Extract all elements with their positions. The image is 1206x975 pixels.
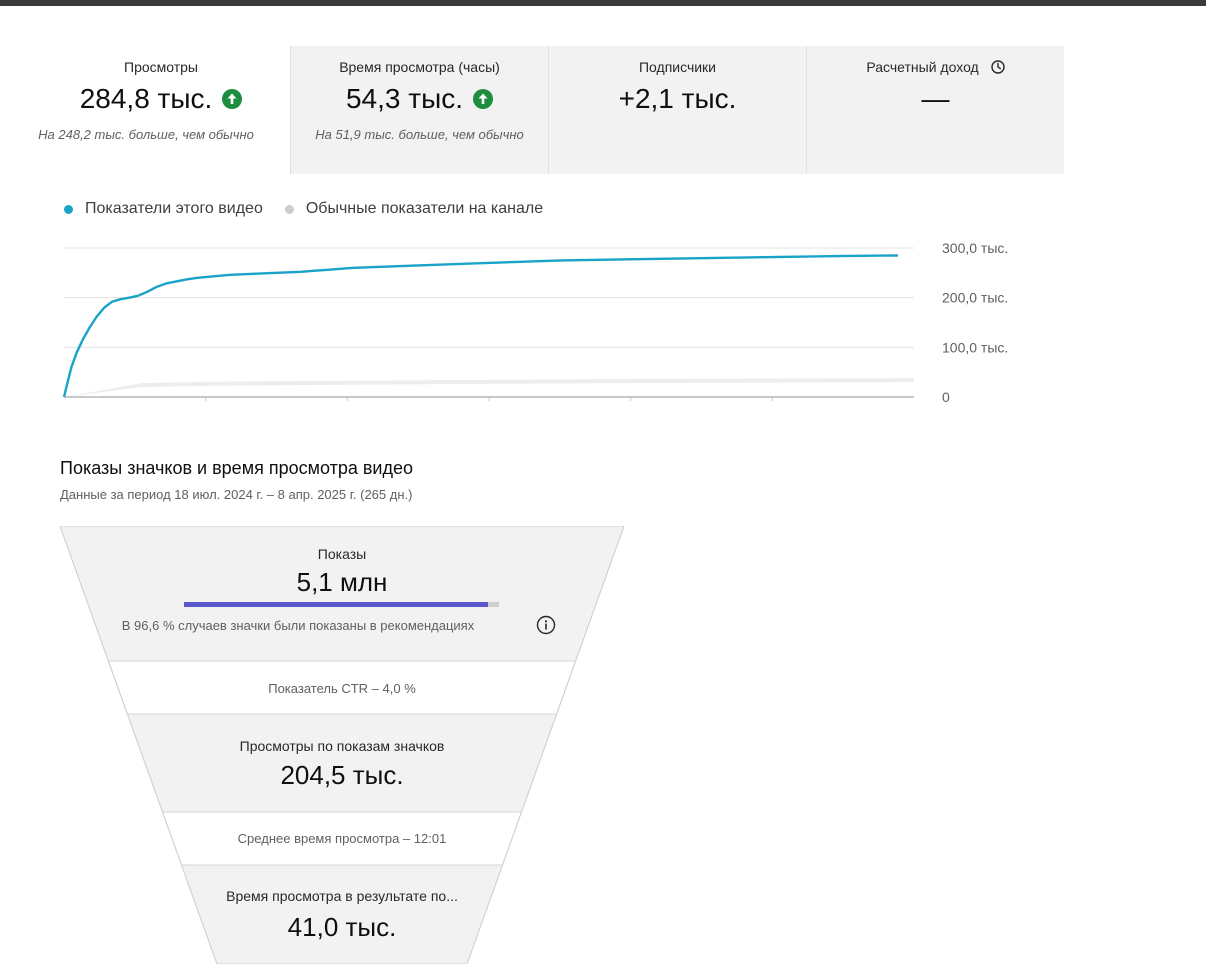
- chart-legend: Показатели этого видео Обычные показател…: [64, 200, 543, 218]
- up-arrow-icon: [473, 89, 493, 109]
- metric-note: На 248,2 тыс. больше, чем обычно: [38, 127, 254, 142]
- avg-view-duration: Среднее время просмотра – 12:01: [237, 831, 447, 846]
- metric-card-views[interactable]: Просмотры 284,8 тыс. На 248,2 тыс. больш…: [32, 46, 290, 174]
- metric-value-row: 54,3 тыс.: [291, 83, 548, 115]
- y-tick-label: 300,0 тыс.: [942, 240, 1008, 256]
- views-line-chart[interactable]: 0 100,0 тыс. 200,0 тыс. 300,0 тыс.: [0, 230, 1100, 410]
- metric-card-revenue[interactable]: Расчетный доход —: [806, 46, 1064, 174]
- legend-label: Показатели этого видео: [85, 200, 263, 217]
- funnel-period: Данные за период 18 июл. 2024 г. – 8 апр…: [60, 487, 413, 502]
- up-arrow-icon: [222, 89, 243, 109]
- watch-time-label: Время просмотра в результате по...: [226, 888, 458, 904]
- metric-card-watch-time[interactable]: Время просмотра (часы) 54,3 тыс. На 51,9…: [290, 46, 548, 174]
- legend-item-this-video[interactable]: Показатели этого видео: [64, 200, 263, 218]
- views-from-impressions-value: 204,5 тыс.: [280, 760, 404, 790]
- metric-value-row: +2,1 тыс.: [549, 83, 806, 115]
- watch-time-value: 41,0 тыс.: [287, 912, 397, 942]
- metric-value: —: [921, 83, 950, 114]
- metric-note: На 51,9 тыс. больше, чем обычно: [315, 127, 524, 142]
- metric-value-row: —: [807, 83, 1064, 115]
- ctr-text: Показатель CTR – 4,0 %: [268, 681, 416, 696]
- metric-value: 284,8 тыс.: [79, 83, 213, 114]
- clock-icon: [990, 60, 1005, 74]
- views-from-impressions-label: Просмотры по показам значков: [239, 738, 445, 754]
- legend-label: Обычные показатели на канале: [305, 200, 544, 217]
- recommended-note: В 96,6 % случаев значки были показаны в …: [121, 618, 475, 633]
- y-tick-label: 100,0 тыс.: [942, 339, 1008, 355]
- funnel-stage-watch-bg: [181, 865, 502, 964]
- legend-dot-typical: [284, 204, 294, 214]
- impressions-label: Показы: [317, 546, 367, 562]
- funnel-stage-views-bg: [127, 714, 556, 812]
- impressions-value: 5,1 млн: [296, 567, 388, 597]
- window-top-bar: [0, 0, 1206, 6]
- impressions-funnel: Показы 5,1 млн В 96,6 % случаев значки б…: [60, 526, 624, 964]
- metric-value: +2,1 тыс.: [618, 83, 737, 114]
- metric-value: 54,3 тыс.: [345, 83, 463, 114]
- legend-dot-this-video: [64, 204, 73, 214]
- y-tick-label: 0: [942, 389, 950, 405]
- metric-label: Просмотры: [124, 59, 198, 75]
- info-icon[interactable]: [536, 615, 556, 635]
- funnel-border: [60, 526, 624, 964]
- funnel-stage-impressions-bg: [60, 526, 624, 661]
- y-tick-label: 200,0 тыс.: [942, 290, 1008, 306]
- funnel-title: Показы значков и время просмотра видео: [60, 458, 413, 478]
- metric-label: Расчетный доход: [866, 59, 979, 75]
- legend-item-typical[interactable]: Обычные показатели на канале: [284, 200, 544, 218]
- funnel-shape: [60, 526, 624, 964]
- typical-performance-band: [64, 378, 914, 397]
- metric-label-row: Расчетный доход: [807, 59, 1064, 75]
- this-video-series-line: [62, 254, 899, 398]
- recommended-share-bar: [184, 602, 499, 607]
- metric-card-subscribers[interactable]: Подписчики +2,1 тыс.: [548, 46, 806, 174]
- metric-value-row: 284,8 тыс.: [32, 83, 290, 115]
- recommended-share-fill: [184, 602, 489, 607]
- metric-cards: Просмотры 284,8 тыс. На 248,2 тыс. больш…: [32, 46, 1064, 174]
- metric-label: Время просмотра (часы): [339, 59, 500, 75]
- metric-label: Подписчики: [638, 59, 716, 75]
